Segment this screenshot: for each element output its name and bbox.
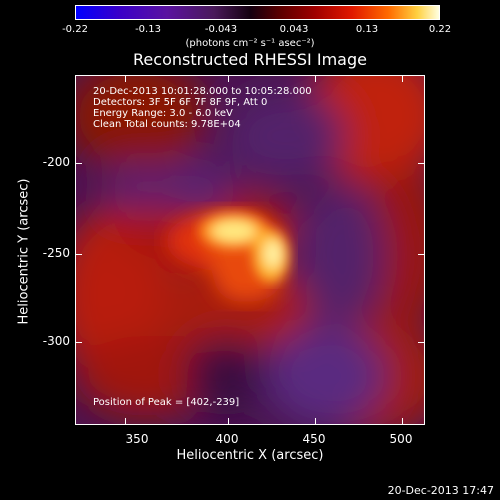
x-tick-label: 450	[302, 432, 326, 446]
colorbar-units: (photons cm⁻² s⁻¹ asec⁻²)	[185, 38, 315, 49]
x-tick-mark	[402, 418, 403, 424]
y-tick-label: -250	[42, 246, 70, 260]
x-tick-mark	[228, 76, 229, 82]
x-tick-label: 400	[215, 432, 239, 446]
x-tick-mark	[228, 418, 229, 424]
y-axis-label: Heliocentric Y (arcsec)	[16, 178, 32, 325]
x-tick-label: 500	[389, 432, 413, 446]
colorbar-tick: 0.13	[355, 24, 379, 35]
info-detectors: Detectors: 3F 5F 6F 7F 8F 9F, Att 0	[93, 97, 268, 108]
y-tick-label: -300	[42, 334, 70, 348]
y-tick-mark	[418, 254, 424, 255]
y-tick-mark	[76, 163, 82, 164]
info-method-counts: Clean Total counts: 9.78E+04	[93, 119, 241, 130]
x-tick-mark	[125, 76, 126, 82]
x-tick-mark	[125, 418, 126, 424]
rhessi-image	[75, 75, 425, 425]
y-tick-mark	[418, 163, 424, 164]
peak-position: Position of Peak = [402,-239]	[93, 397, 240, 408]
timestamp: 20-Dec-2013 17:47	[387, 484, 494, 497]
colorbar-tick: -0.043	[204, 24, 238, 35]
y-tick-label: -200	[42, 155, 70, 169]
colorbar-tick: -0.22	[62, 24, 88, 35]
colorbar	[75, 5, 440, 20]
y-tick-mark	[76, 254, 82, 255]
colorbar-tick: 0.22	[428, 24, 452, 35]
image-canvas	[76, 76, 424, 424]
colorbar-tick: 0.043	[279, 24, 309, 35]
x-tick-mark	[402, 76, 403, 82]
x-tick-mark	[315, 418, 316, 424]
y-tick-mark	[418, 342, 424, 343]
info-time-range: 20-Dec-2013 10:01:28.000 to 10:05:28.000	[93, 86, 312, 97]
y-tick-mark	[76, 342, 82, 343]
colorbar-tick: -0.13	[135, 24, 161, 35]
info-energy-range: Energy Range: 3.0 - 6.0 keV	[93, 108, 233, 119]
x-axis-label: Heliocentric X (arcsec)	[176, 448, 324, 463]
plot-title: Reconstructed RHESSI Image	[133, 50, 367, 69]
x-tick-label: 350	[125, 432, 149, 446]
x-tick-mark	[315, 76, 316, 82]
